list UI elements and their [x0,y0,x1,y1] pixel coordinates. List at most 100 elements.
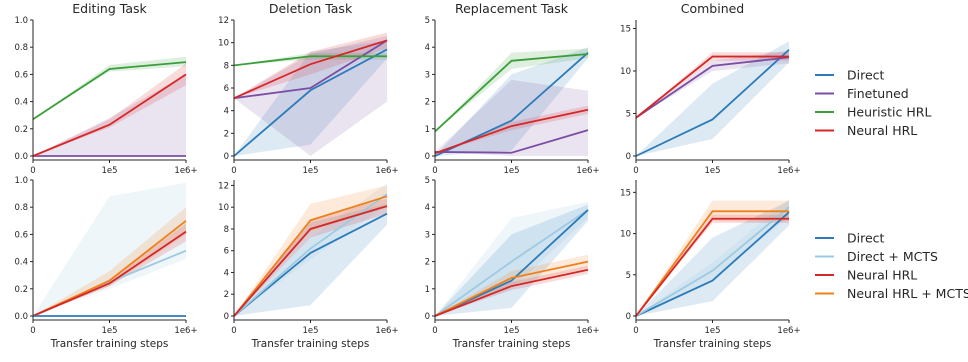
y-tick-label: 8 [224,61,229,71]
x-axis-label: Transfer training steps [653,338,772,350]
series-line [233,48,388,157]
y-tick-label: 0.8 [14,203,28,213]
y-tick-label: 4 [224,268,229,278]
confidence-band [636,41,789,156]
x-tick-label: 0 [633,166,638,176]
x-tick-label: 1e6+ [174,166,197,176]
y-tick-label: 0 [626,312,631,322]
legend-label: Neural HRL [847,123,917,138]
x-tick-label: 1e6+ [174,326,197,336]
x-axis-label: Transfer training steps [251,338,370,350]
y-tick-label: 0.6 [14,230,28,240]
x-tick-label: 1e5 [302,326,318,336]
x-tick-label: 0 [633,326,638,336]
legend-2: Direct Direct + MCTS Neural HRL Neural HRL … [815,231,968,301]
x-tick-label: 1e5 [704,166,720,176]
subplot-2: Deletion Task 0 2 4 6 8 10 12 0 1e5 1e6+ [218,1,398,176]
series-line [233,212,388,317]
legend-label: Finetuned [847,86,909,101]
series-line [434,108,589,155]
y-tick-label: 5 [425,176,430,186]
x-tick-label: 1e5 [704,326,720,336]
y-tick-label: 8 [224,225,229,235]
legend-label: Neural HRL [847,268,917,283]
legend-label: Direct + MCTS [847,249,938,264]
y-tick-label: 3 [425,70,430,80]
series-line [635,211,790,317]
series-line [233,39,388,100]
confidence-band [33,74,186,156]
confidence-band [435,47,588,157]
y-tick-label: 10 [620,230,631,240]
legend-label: Direct [847,231,885,246]
y-tick-label: 2 [425,258,430,268]
series-line [434,53,589,133]
series-line [635,206,790,317]
y-tick-label: 6 [224,84,229,94]
y-tick-label: 4 [425,203,430,213]
series-line [635,49,790,157]
x-tick-label: 0 [30,166,35,176]
y-tick-label: 12 [218,16,229,26]
y-tick-label: 0 [224,152,229,162]
y-tick-label: 2 [224,290,229,300]
x-tick-label: 1e5 [101,326,117,336]
x-tick-label: 0 [30,326,35,336]
subplot-title: Editing Task [72,1,147,16]
confidence-band [435,79,588,156]
confidence-band [435,201,588,316]
series-line [434,260,589,317]
y-tick-label: 1 [425,125,430,135]
y-tick-label: 3 [425,230,430,240]
x-tick-label: 1e6+ [777,166,800,176]
confidence-band [33,182,186,316]
x-tick-label: 1e6+ [375,166,398,176]
y-tick-label: 0 [425,152,430,162]
y-tick-label: 0.4 [14,98,28,108]
y-tick-label: 0.6 [14,70,28,80]
x-tick-label: 1e6+ [576,166,599,176]
y-tick-label: 10 [620,67,631,77]
y-tick-label: 10 [218,203,229,213]
series-line [635,217,789,317]
y-tick-label: 1.0 [14,176,28,186]
y-tick-label: 5 [425,16,430,26]
series-line [635,56,790,119]
x-tick-label: 0 [231,326,236,336]
x-tick-label: 1e6+ [576,326,599,336]
legend-label: Heuristic HRL [847,105,931,120]
y-tick-label: 0.2 [14,285,28,295]
series-line [635,55,789,119]
subplot-8: 0 5 10 15 0 1e5 1e6+ Transfer training steps [620,180,801,350]
subplot-1: Editing Task 0.0 0.2 0.4 0.6 0.8 1.0 0 1e5 1e6+ [14,1,197,176]
y-tick-label: 5 [626,110,631,120]
y-tick-label: 0.4 [14,258,28,268]
subplot-title: Replacement Task [455,1,569,16]
series-line [233,195,388,317]
y-tick-label: 0.0 [14,312,28,322]
y-tick-label: 0.8 [14,43,28,53]
series-line [32,61,187,121]
subplot-5: 0.0 0.2 0.4 0.6 0.8 1.0 0 1e5 1e6+ Transfer train… [14,176,197,350]
x-tick-label: 1e5 [503,326,519,336]
subplot-title: Deletion Task [269,1,353,16]
series-line [233,205,388,317]
x-axis-label: Transfer training steps [50,338,169,350]
y-tick-label: 1.0 [14,16,28,26]
y-tick-label: 0 [425,312,430,322]
y-tick-label: 15 [620,188,631,198]
legend-1: Direct Finetuned Heuristic HRL Neural HRL [815,68,931,138]
y-tick-label: 2 [425,98,430,108]
legend-label: Neural HRL + MCTS [847,286,968,301]
series-line [233,55,387,67]
series-line [635,210,789,317]
subplot-7: 0 1 2 3 4 5 0 1e5 1e6+ Transfer training steps [425,176,600,350]
subplot-4: Combined 0 5 10 15 0 1e5 1e6+ [620,1,800,176]
x-tick-label: 1e5 [101,166,117,176]
y-tick-label: 2 [224,129,229,139]
subplot-title: Combined [681,1,745,16]
y-tick-label: 15 [620,25,631,35]
y-tick-label: 0.2 [14,125,28,135]
x-tick-label: 0 [432,166,437,176]
